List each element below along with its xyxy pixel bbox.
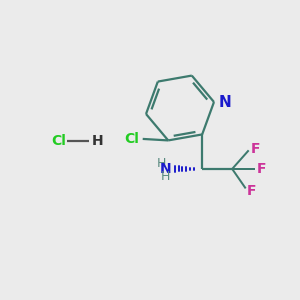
Text: Cl: Cl bbox=[51, 134, 66, 148]
Text: Cl: Cl bbox=[124, 132, 139, 146]
Text: H: H bbox=[92, 134, 103, 148]
Text: H: H bbox=[156, 157, 166, 170]
Text: F: F bbox=[247, 184, 257, 198]
Text: F: F bbox=[257, 162, 267, 176]
Text: F: F bbox=[251, 142, 261, 156]
Text: N: N bbox=[219, 94, 232, 110]
Text: N: N bbox=[160, 162, 171, 176]
Text: H: H bbox=[161, 170, 170, 183]
